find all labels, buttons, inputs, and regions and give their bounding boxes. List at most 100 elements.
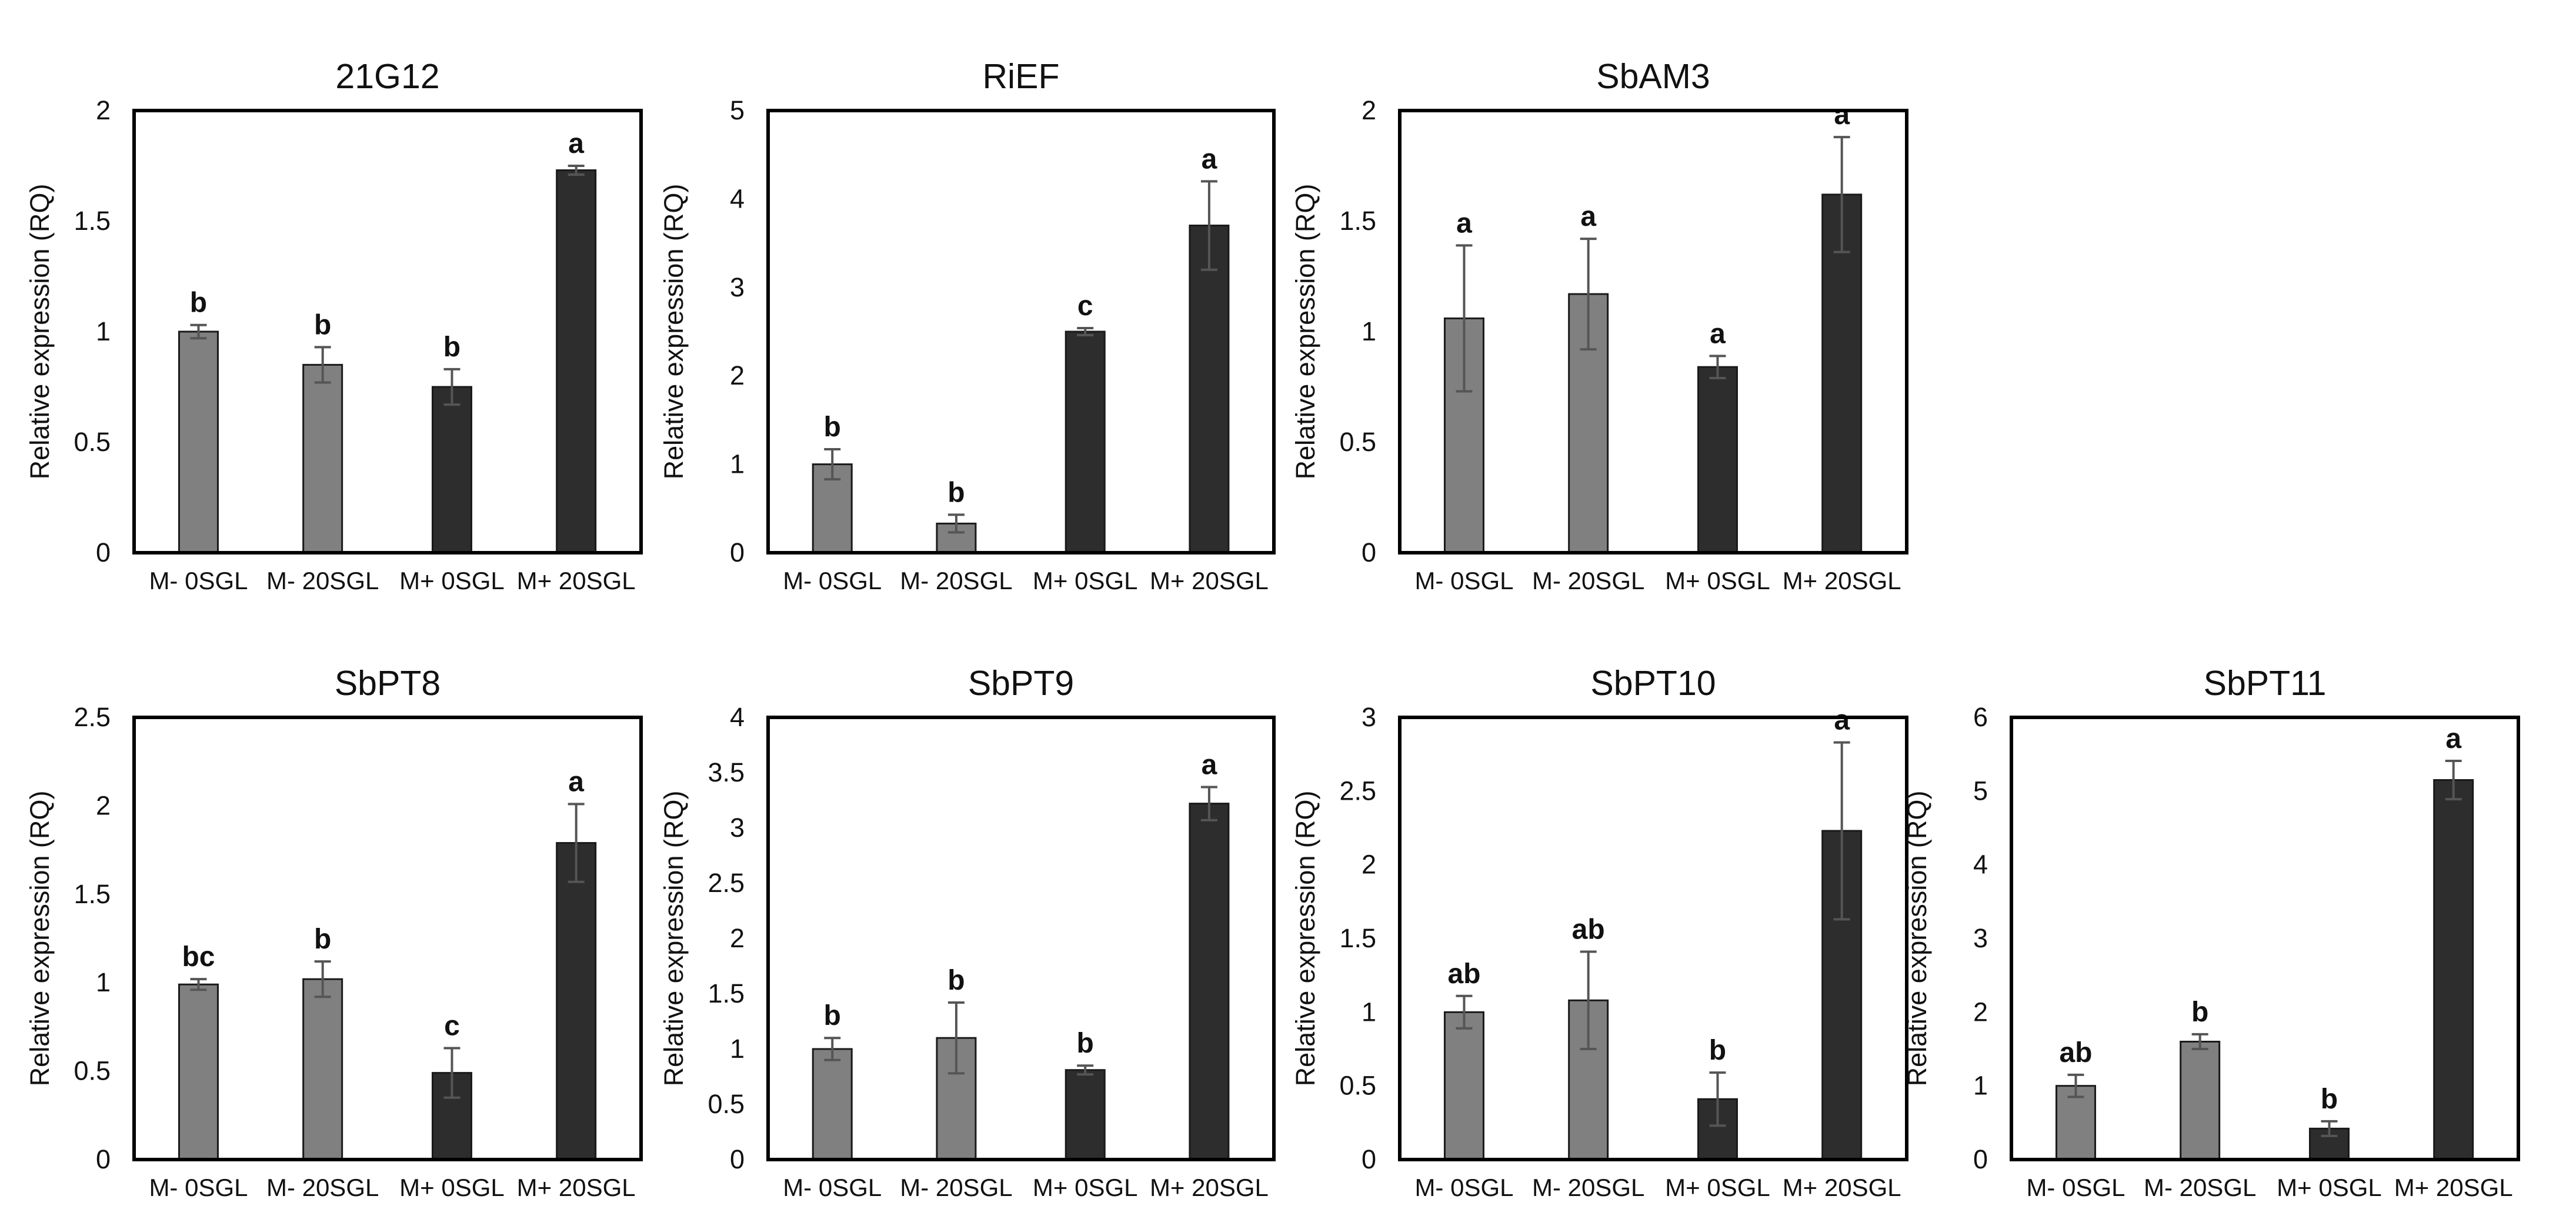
- y-tick-label: 0: [1973, 1144, 1988, 1174]
- x-tick-label: M+ 0SGL: [399, 567, 505, 594]
- x-tick-label: M+ 0SGL: [1665, 1174, 1770, 1201]
- plot-frame: [132, 109, 643, 554]
- y-tick-label: 3: [1973, 923, 1988, 953]
- y-tick-label: 5: [730, 95, 745, 125]
- bar: [1189, 225, 1230, 554]
- significance-label: b: [1077, 1028, 1094, 1059]
- significance-label: ab: [1572, 914, 1605, 946]
- y-tick-label: 3.5: [708, 757, 745, 787]
- x-tick-label: M+ 0SGL: [1665, 567, 1770, 594]
- y-tick-label: 1.5: [708, 978, 745, 1008]
- significance-label: a: [2445, 723, 2461, 754]
- bar: [1443, 1011, 1484, 1161]
- plot-frame: [766, 109, 1276, 554]
- y-tick-label: 1: [730, 449, 745, 479]
- x-tick-label: M- 0SGL: [783, 567, 882, 594]
- chart-rief: RiEF Relative expression (RQ) 0 1 2 3 4 5 b M- 0S…: [659, 57, 1276, 594]
- y-tick-label: 1.5: [74, 879, 111, 909]
- x-tick-label: M- 20SGL: [900, 1174, 1012, 1201]
- y-tick-label: 1: [730, 1034, 745, 1064]
- significance-label: b: [190, 288, 207, 319]
- chart-title: SbPT9: [968, 664, 1074, 703]
- y-axis-label: Relative expression (RQ): [1290, 184, 1320, 480]
- significance-label: b: [947, 477, 965, 508]
- y-tick-label: 4: [730, 702, 745, 732]
- x-tick-label: M- 20SGL: [1532, 1174, 1644, 1201]
- x-tick-label: M- 0SGL: [1414, 1174, 1513, 1201]
- plot-frame: [132, 716, 643, 1161]
- x-tick-label: M+ 20SGL: [517, 567, 636, 594]
- y-tick-label: 0.5: [1339, 1071, 1376, 1101]
- y-tick-label: 1: [96, 316, 111, 346]
- y-tick-label: 3: [730, 272, 745, 302]
- significance-label: a: [1456, 208, 1472, 239]
- x-tick-label: M- 0SGL: [2026, 1174, 2125, 1201]
- significance-label: ab: [1447, 958, 1480, 990]
- y-tick-label: 0: [1362, 537, 1376, 567]
- chart-sbpt10: SbPT10 Relative expression (RQ) 0 0.5 1 1.5 2 2…: [1290, 664, 1908, 1201]
- bar: [2055, 1085, 2096, 1161]
- significance-label: b: [443, 332, 461, 363]
- y-axis-label: Relative expression (RQ): [659, 184, 689, 480]
- significance-label: a: [568, 766, 584, 797]
- x-tick-label: M- 0SGL: [1414, 567, 1513, 594]
- x-tick-label: M+ 0SGL: [399, 1174, 505, 1201]
- x-tick-label: M- 20SGL: [266, 1174, 379, 1201]
- significance-label: bc: [182, 941, 215, 973]
- bar: [302, 978, 343, 1161]
- bar: [1189, 803, 1230, 1161]
- chart-title: SbPT11: [2204, 664, 2327, 703]
- y-tick-label: 0.5: [74, 1056, 111, 1086]
- y-tick-label: 2: [96, 790, 111, 820]
- y-tick-label: 3: [1362, 702, 1376, 732]
- bar: [2433, 779, 2474, 1161]
- chart-21g12: 21G12 Relative expression (RQ) 0 0.5 1 1.5 2 b M…: [25, 57, 643, 594]
- x-tick-label: M- 20SGL: [2144, 1174, 2256, 1201]
- x-tick-label: M- 0SGL: [149, 567, 248, 594]
- y-axis-label: Relative expression (RQ): [1902, 791, 1932, 1087]
- bar: [2180, 1040, 2221, 1161]
- y-tick-label: 0: [1362, 1144, 1376, 1174]
- bar: [1065, 1069, 1106, 1161]
- y-tick-label: 2.5: [74, 702, 111, 732]
- x-tick-label: M- 0SGL: [783, 1174, 882, 1201]
- significance-label: a: [1710, 318, 1726, 349]
- y-tick-label: 0.5: [1339, 427, 1376, 457]
- y-tick-label: 1.5: [74, 206, 111, 236]
- y-tick-label: 0.5: [708, 1089, 745, 1119]
- y-tick-label: 1: [1362, 316, 1376, 346]
- chart-title: 21G12: [335, 57, 439, 96]
- plot-frame: [1398, 716, 1908, 1161]
- significance-label: a: [568, 128, 584, 159]
- chart-title: RiEF: [982, 57, 1059, 96]
- y-axis-label: Relative expression (RQ): [659, 791, 689, 1087]
- y-tick-label: 2: [1362, 95, 1376, 125]
- y-tick-label: 4: [1973, 850, 1988, 880]
- x-tick-label: M+ 0SGL: [2277, 1174, 2382, 1201]
- y-tick-label: 2: [1973, 997, 1988, 1027]
- significance-label: b: [947, 965, 965, 996]
- y-tick-label: 2: [730, 360, 745, 390]
- chart-title: SbPT10: [1590, 664, 1716, 703]
- chart-title: SbPT8: [335, 664, 441, 703]
- y-tick-label: 1: [96, 967, 111, 997]
- y-tick-label: 6: [1973, 702, 1988, 732]
- bar: [556, 842, 597, 1161]
- y-tick-label: 3: [730, 813, 745, 843]
- significance-label: b: [2321, 1084, 2338, 1115]
- significance-label: a: [1580, 201, 1596, 232]
- bar: [178, 330, 219, 554]
- bar: [431, 386, 472, 554]
- bar: [812, 1048, 853, 1161]
- chart-sbpt8: SbPT8 Relative expression (RQ) 0 0.5 1 1.5 2 2.…: [25, 664, 643, 1201]
- significance-label: b: [824, 1000, 841, 1031]
- significance-label: b: [824, 412, 841, 443]
- significance-label: b: [1709, 1035, 1726, 1066]
- x-tick-label: M+ 20SGL: [1783, 567, 1901, 594]
- plot-frame: [766, 716, 1276, 1161]
- bar: [556, 169, 597, 554]
- x-tick-label: M+ 20SGL: [517, 1174, 636, 1201]
- significance-label: c: [1077, 290, 1093, 322]
- y-tick-label: 0: [730, 537, 745, 567]
